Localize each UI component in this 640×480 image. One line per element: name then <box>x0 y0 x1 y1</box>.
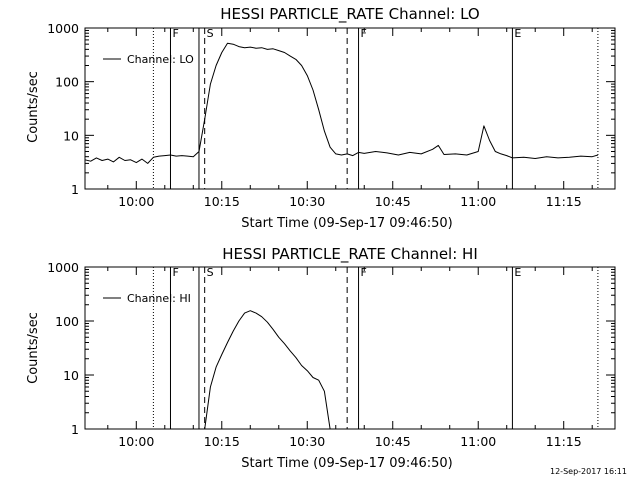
legend-label: Channel: LO <box>127 53 194 66</box>
y-tick-label: 1 <box>71 422 79 437</box>
x-axis-label: Start Time (09-Sep-17 09:46:50) <box>241 456 452 471</box>
x-tick-label: 11:00 <box>460 434 496 449</box>
series-line <box>84 42 599 164</box>
event-marker-label: F <box>172 266 178 279</box>
x-tick-label: 11:00 <box>460 194 496 209</box>
series-line <box>204 310 331 430</box>
event-marker-label: S <box>207 27 214 40</box>
x-axis-label: Start Time (09-Sep-17 09:46:50) <box>241 216 452 231</box>
y-tick-label: 100 <box>55 75 79 90</box>
y-tick-label: 1000 <box>47 260 79 275</box>
x-tick-label: 10:30 <box>289 194 325 209</box>
chart-title: HESSI PARTICLE_RATE Channel: HI <box>222 245 478 264</box>
x-tick-label: 10:45 <box>375 434 411 449</box>
plot-area-hi: 10:00 10:15 10:30 10:45 11:00 11:15 1 10 100 1000… <box>47 260 616 449</box>
event-marker-label: E <box>514 266 521 279</box>
event-marker-label: F <box>361 266 367 279</box>
event-marker-label: F <box>172 27 178 40</box>
x-tick-label: 11:15 <box>546 434 582 449</box>
x-tick-label: 10:15 <box>204 194 240 209</box>
plot-frame <box>84 266 616 430</box>
footer-timestamp: 12-Sep-2017 16:11 <box>550 467 627 476</box>
plot-area-lo: 10:00 10:15 10:30 10:45 11:00 11:15 1 10 100 1000… <box>47 21 616 209</box>
y-tick-label: 1 <box>71 182 79 197</box>
chart-title: HESSI PARTICLE_RATE Channel: LO <box>220 5 479 24</box>
x-tick-label: 10:45 <box>375 194 411 209</box>
event-marker-label: E <box>514 27 521 40</box>
x-tick-label: 11:15 <box>546 194 582 209</box>
legend-label: Channel: HI <box>127 292 191 305</box>
chart-panel-hi: HESSI PARTICLE_RATE Channel: HI Counts/s… <box>26 245 616 471</box>
x-tick-label: 10:30 <box>289 434 325 449</box>
y-tick-label: 1000 <box>47 21 79 36</box>
x-tick-label: 10:00 <box>118 194 154 209</box>
event-marker-label: S <box>207 266 214 279</box>
x-tick-label: 10:15 <box>204 434 240 449</box>
y-tick-label: 10 <box>63 128 79 143</box>
y-axis-label: Counts/sec <box>26 312 41 384</box>
x-tick-label: 10:00 <box>118 434 154 449</box>
y-axis-label: Counts/sec <box>26 71 41 143</box>
y-tick-label: 100 <box>55 314 79 329</box>
chart-panel-lo: HESSI PARTICLE_RATE Channel: LO Counts/s… <box>26 5 616 231</box>
y-tick-label: 10 <box>63 368 79 383</box>
plot-frame <box>84 27 616 190</box>
event-marker-label: F <box>361 27 367 40</box>
